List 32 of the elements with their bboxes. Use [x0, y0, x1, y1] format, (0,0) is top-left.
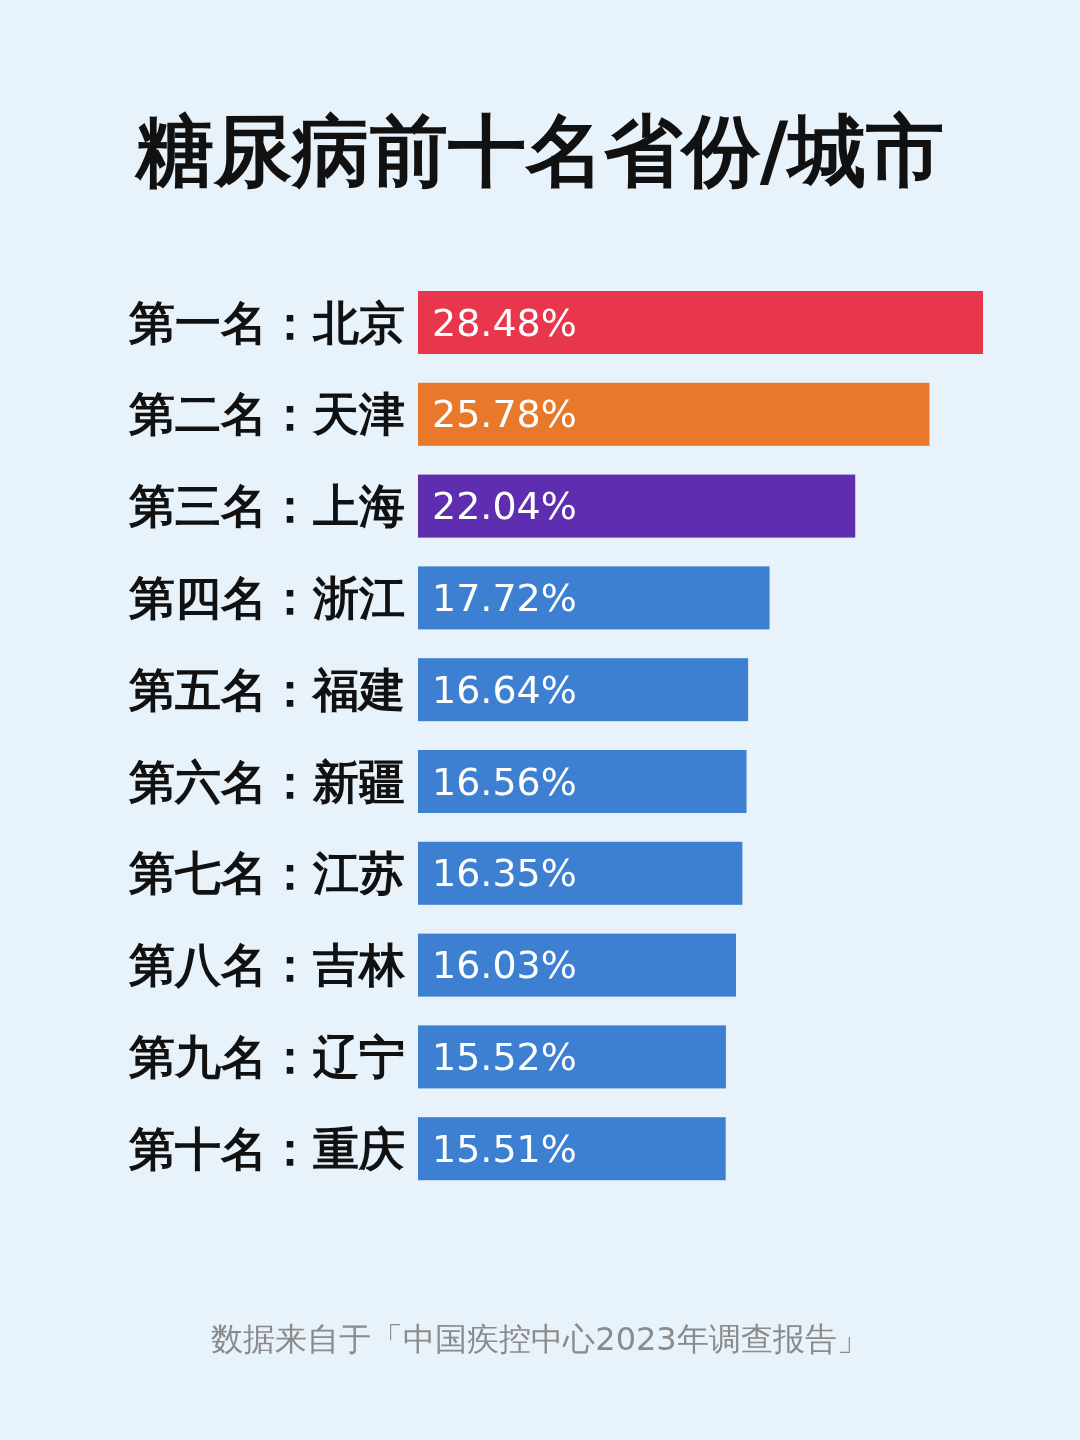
data-label: 16.56% — [432, 759, 577, 804]
data-label: 15.51% — [432, 1126, 577, 1171]
data-label: 16.35% — [432, 851, 577, 896]
data-label: 16.64% — [432, 667, 577, 712]
y-tick-label: 第六名：新疆 — [128, 754, 405, 809]
bar — [418, 1117, 726, 1181]
y-tick-label: 第九名：辽宁 — [128, 1029, 405, 1084]
y-tick-label: 第八名：吉林 — [128, 938, 406, 993]
bar — [418, 841, 743, 905]
data-label: 17.72% — [432, 575, 577, 620]
bar — [418, 658, 749, 722]
bar — [418, 382, 930, 446]
bar — [418, 291, 983, 354]
y-tick-label: 第七名：江苏 — [128, 846, 405, 901]
bar — [418, 566, 770, 630]
data-label: 28.48% — [432, 300, 577, 345]
bar — [418, 474, 856, 538]
data-label: 25.78% — [432, 392, 577, 437]
bar — [418, 933, 737, 997]
y-tick-label: 第十名：重庆 — [128, 1121, 405, 1176]
bar — [418, 1025, 726, 1089]
y-tick-label: 第三名：上海 — [128, 479, 405, 534]
y-tick-label: 第四名：浙江 — [128, 570, 405, 625]
text: 数据来自于「中国疾控中心2023年调查报告」 — [211, 1320, 869, 1358]
chart-title: 糖尿病前十名省份/城市 — [133, 106, 945, 196]
data-label: 15.52% — [432, 1034, 577, 1079]
data-label: 22.04% — [432, 484, 577, 529]
data-label: 16.03% — [432, 943, 577, 988]
y-tick-label: 第一名：北京 — [128, 295, 405, 350]
y-tick-label: 第二名：天津 — [128, 387, 405, 442]
bar — [418, 750, 747, 813]
y-tick-label: 第五名：福建 — [128, 662, 405, 717]
